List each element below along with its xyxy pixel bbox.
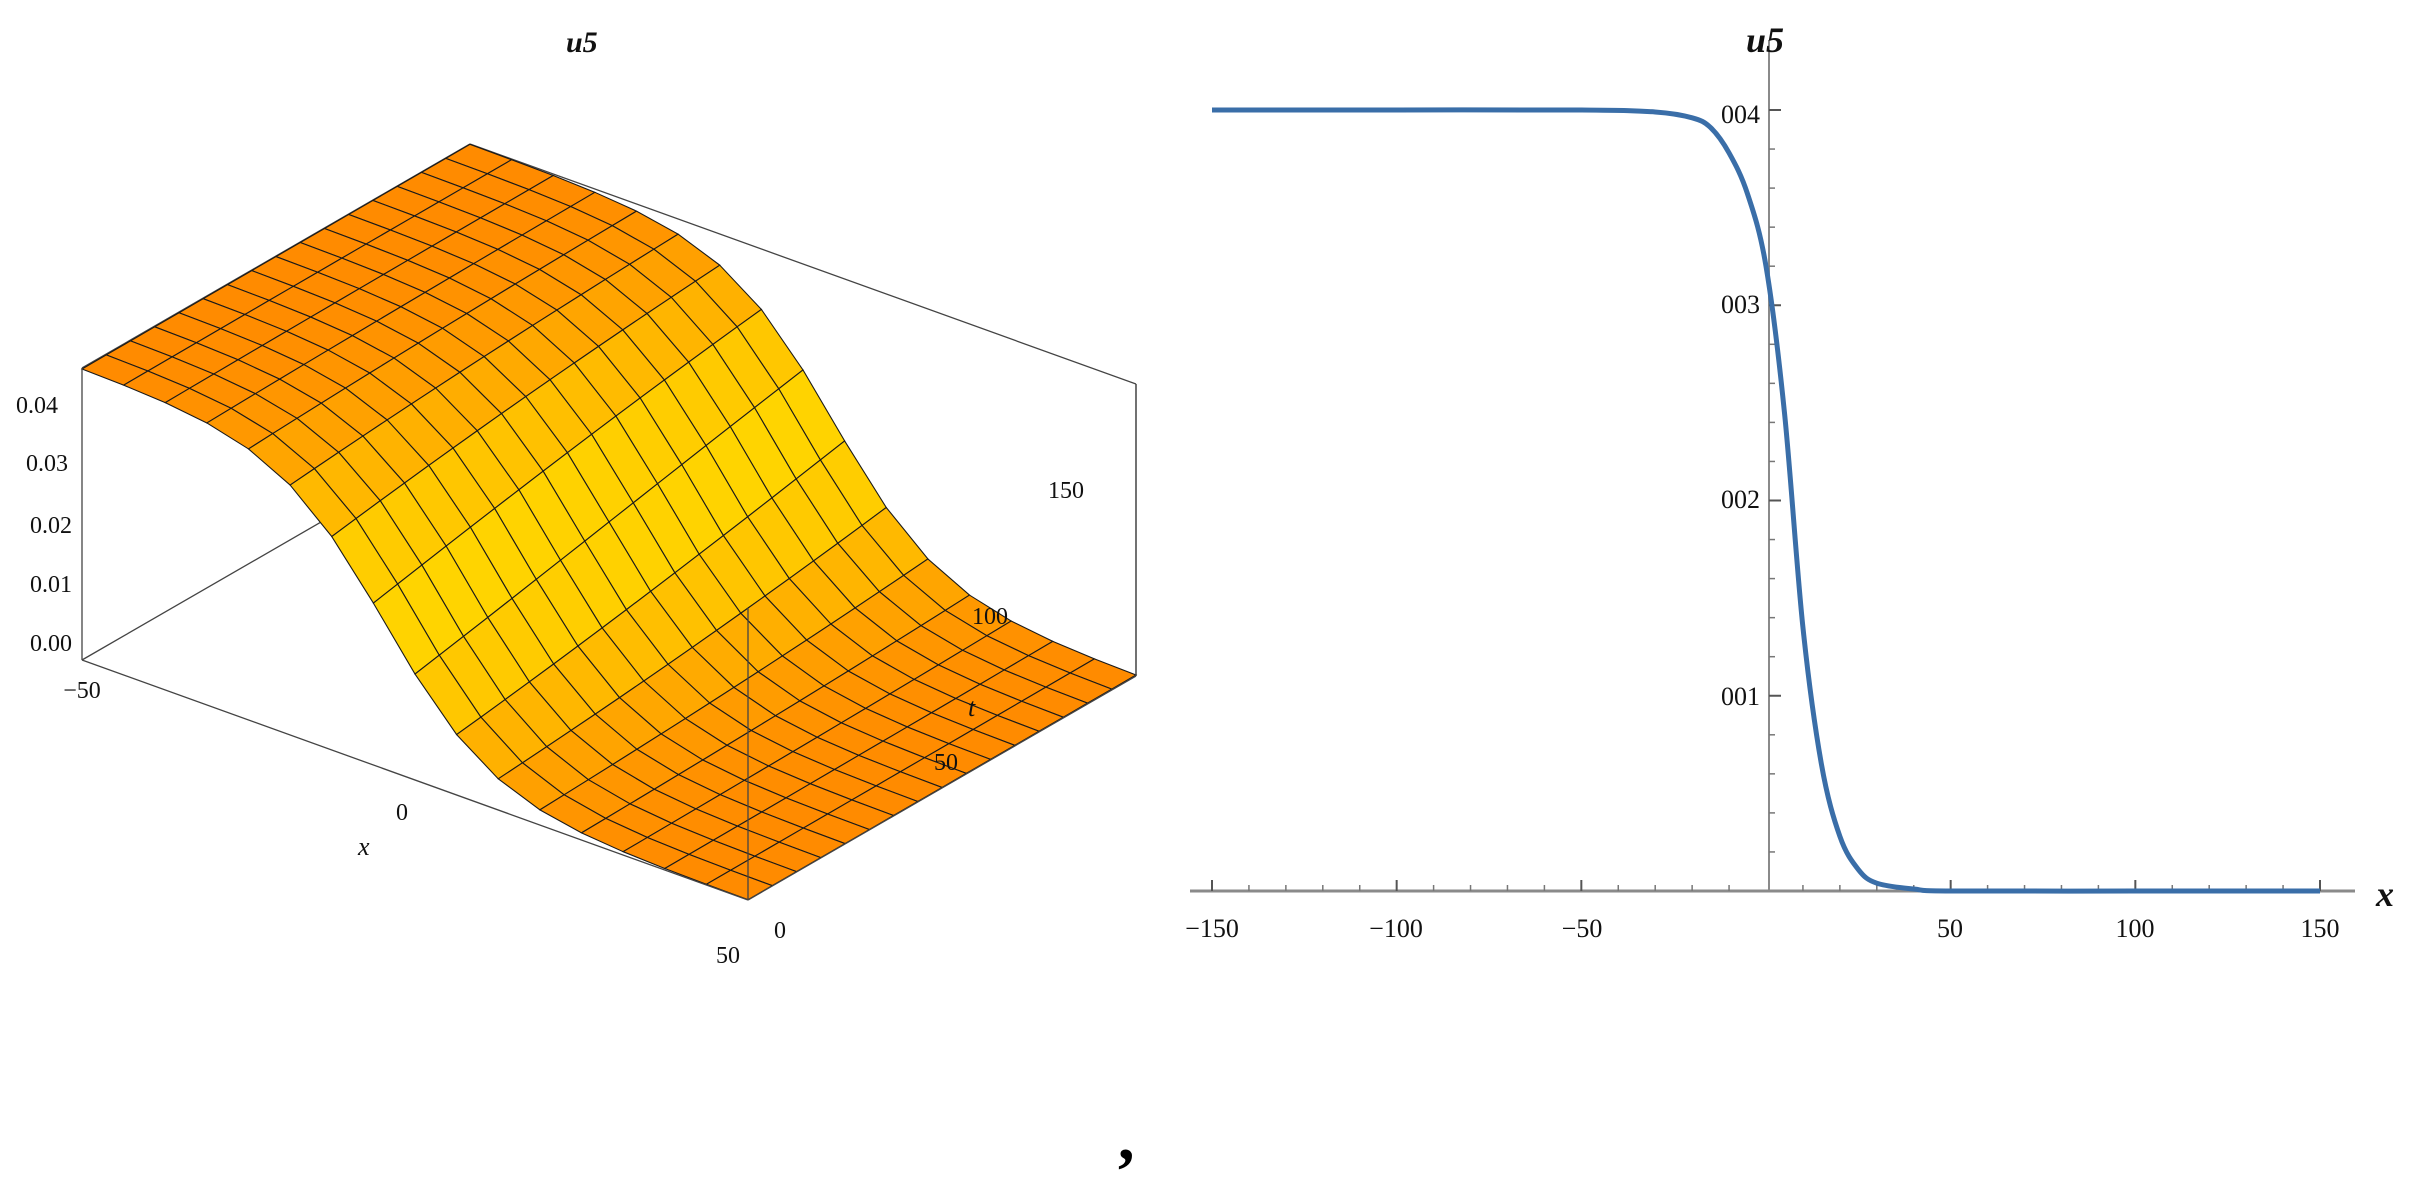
surface-title: u5 [566, 26, 598, 59]
z-tick-label: 0.04 [16, 393, 58, 419]
t-axis-label: t [968, 693, 976, 722]
line-plot: u5 x 004 003 002 001 −150 −100 −50 50 10… [1185, 20, 2394, 943]
box-edge [81, 659, 749, 901]
y-tick-label: 004 [1721, 100, 1760, 129]
z-tick-label: 0.03 [26, 451, 68, 477]
box-edge [747, 675, 1137, 901]
surface-mesh [80, 143, 1138, 901]
x-tick-label: −100 [1369, 914, 1423, 943]
z-tick-label: 0.01 [30, 572, 72, 598]
x-tick-label: −50 [63, 678, 101, 704]
x-tick-label: 50 [1937, 914, 1963, 943]
y-tick-label: 002 [1721, 485, 1760, 514]
y-tick-label: 003 [1721, 290, 1760, 319]
footer-mark: , [1118, 1101, 1135, 1174]
x-axis-label: x [2375, 874, 2394, 914]
u5-series-line [1212, 107, 2321, 894]
bounding-box-front [81, 368, 1137, 901]
x-tick-label: 100 [2116, 914, 2155, 943]
t-tick-label: 0 [774, 918, 786, 944]
box-edge [469, 143, 1137, 385]
y-tick-label: 001 [1721, 682, 1760, 711]
x-tick-label: 50 [716, 943, 740, 969]
x-tick-label: −150 [1185, 914, 1239, 943]
tick-marks [1211, 109, 2321, 891]
z-tick-label: 0.02 [30, 513, 72, 539]
y-axis-title: u5 [1746, 20, 1784, 60]
z-tick-label: 0.00 [30, 631, 72, 657]
x-axis-label: x [357, 832, 370, 861]
x-tick-label: −50 [1562, 914, 1603, 943]
x-tick-label: 150 [2301, 914, 2340, 943]
surface-plot: u5 0.04 0.03 0.02 0.01 0.00 −50 0 50 x 0… [16, 26, 1138, 969]
t-tick-label: 100 [972, 604, 1008, 630]
t-tick-label: 50 [934, 750, 958, 776]
t-tick-label: 150 [1048, 478, 1084, 504]
x-tick-label: 0 [396, 800, 408, 826]
